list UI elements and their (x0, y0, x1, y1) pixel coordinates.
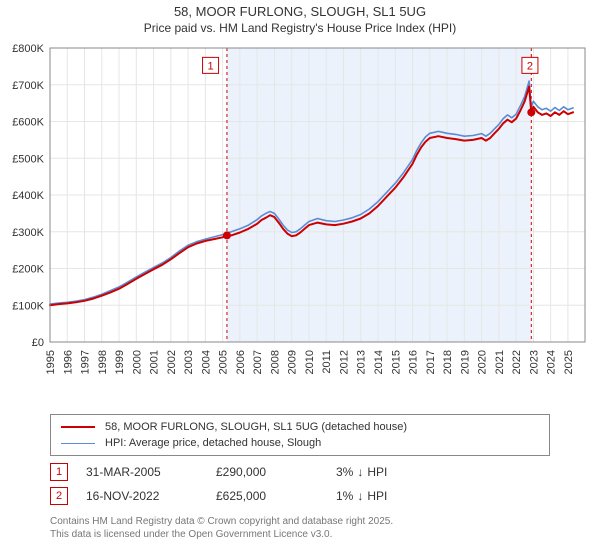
svg-text:2014: 2014 (373, 350, 385, 374)
svg-text:2020: 2020 (477, 350, 489, 374)
svg-text:2018: 2018 (442, 350, 454, 374)
svg-text:1995: 1995 (45, 350, 57, 374)
sale-delta-suffix: HPI (367, 465, 387, 479)
arrow-down-icon: ↓ (357, 465, 363, 479)
svg-text:£800K: £800K (12, 43, 44, 55)
svg-text:2013: 2013 (356, 350, 368, 374)
svg-text:2000: 2000 (131, 350, 143, 374)
svg-text:2003: 2003 (183, 350, 195, 374)
sale-delta-pct: 1% (336, 489, 353, 503)
svg-text:2006: 2006 (235, 350, 247, 374)
svg-text:2005: 2005 (218, 350, 230, 374)
footer-line1: Contains HM Land Registry data © Crown c… (50, 516, 393, 529)
svg-text:2021: 2021 (494, 350, 506, 374)
legend: 58, MOOR FURLONG, SLOUGH, SL1 5UG (detac… (50, 414, 550, 456)
svg-text:1996: 1996 (62, 350, 74, 374)
svg-text:£100K: £100K (12, 300, 44, 312)
svg-text:1: 1 (207, 60, 213, 72)
svg-text:2015: 2015 (390, 350, 402, 374)
svg-text:£200K: £200K (12, 264, 44, 276)
legend-item-price-paid: 58, MOOR FURLONG, SLOUGH, SL1 5UG (detac… (59, 419, 541, 435)
svg-text:2024: 2024 (546, 350, 558, 374)
arrow-down-icon: ↓ (357, 489, 363, 503)
svg-text:2001: 2001 (149, 350, 161, 374)
chart-svg: £0 £100K £200K £300K £400K £500K £600K £700K £80… (0, 42, 600, 412)
sale-delta-suffix: HPI (367, 489, 387, 503)
svg-text:2017: 2017 (425, 350, 437, 374)
svg-text:2008: 2008 (269, 350, 281, 374)
svg-text:2007: 2007 (252, 350, 264, 374)
title-address: 58, MOOR FURLONG, SLOUGH, SL1 5UG (0, 4, 600, 19)
legend-swatch-hpi (61, 443, 95, 444)
svg-text:2025: 2025 (563, 350, 575, 374)
svg-text:2: 2 (527, 60, 533, 72)
legend-label: 58, MOOR FURLONG, SLOUGH, SL1 5UG (detac… (105, 421, 407, 433)
svg-text:£600K: £600K (12, 117, 44, 129)
svg-text:2010: 2010 (304, 350, 316, 374)
svg-text:1999: 1999 (114, 350, 126, 374)
legend-label: HPI: Average price, detached house, Slou… (105, 437, 321, 449)
svg-text:£700K: £700K (12, 80, 44, 92)
svg-text:£300K: £300K (12, 227, 44, 239)
sale-badge: 1 (50, 463, 68, 481)
footer-attribution: Contains HM Land Registry data © Crown c… (50, 516, 393, 541)
sale-badge: 2 (50, 487, 68, 505)
svg-text:2019: 2019 (459, 350, 471, 374)
sale-delta: 3% ↓ HPI (336, 465, 456, 479)
svg-text:£400K: £400K (12, 190, 44, 202)
chart-container: { "title": { "line1": "58, MOOR FURLONG,… (0, 0, 600, 560)
svg-text:£0: £0 (32, 337, 44, 349)
title-subtitle: Price paid vs. HM Land Registry's House … (0, 21, 600, 35)
sale-row: 2 16-NOV-2022 £625,000 1% ↓ HPI (50, 484, 550, 508)
chart-plot-area: £0 £100K £200K £300K £400K £500K £600K £700K £80… (0, 42, 600, 412)
sale-delta-pct: 3% (336, 465, 353, 479)
svg-text:2016: 2016 (408, 350, 420, 374)
svg-text:2022: 2022 (511, 350, 523, 374)
svg-text:2004: 2004 (200, 350, 212, 374)
sale-row: 1 31-MAR-2005 £290,000 3% ↓ HPI (50, 460, 550, 484)
sales-table: 1 31-MAR-2005 £290,000 3% ↓ HPI 2 16-NOV… (50, 460, 550, 508)
footer-line2: This data is licensed under the Open Gov… (50, 529, 393, 542)
sale-date: 16-NOV-2022 (86, 489, 216, 503)
svg-text:2023: 2023 (528, 350, 540, 374)
chart-titles: 58, MOOR FURLONG, SLOUGH, SL1 5UG Price … (0, 0, 600, 35)
legend-swatch-price-paid (61, 426, 95, 428)
svg-text:2009: 2009 (287, 350, 299, 374)
svg-text:2002: 2002 (166, 350, 178, 374)
svg-text:£500K: £500K (12, 153, 44, 165)
svg-text:2011: 2011 (321, 350, 333, 374)
svg-text:1998: 1998 (97, 350, 109, 374)
sale-delta: 1% ↓ HPI (336, 489, 456, 503)
sale-date: 31-MAR-2005 (86, 465, 216, 479)
svg-text:1997: 1997 (80, 350, 92, 374)
sale-price: £625,000 (216, 489, 336, 503)
svg-text:2012: 2012 (338, 350, 350, 374)
sale-price: £290,000 (216, 465, 336, 479)
legend-item-hpi: HPI: Average price, detached house, Slou… (59, 435, 541, 451)
